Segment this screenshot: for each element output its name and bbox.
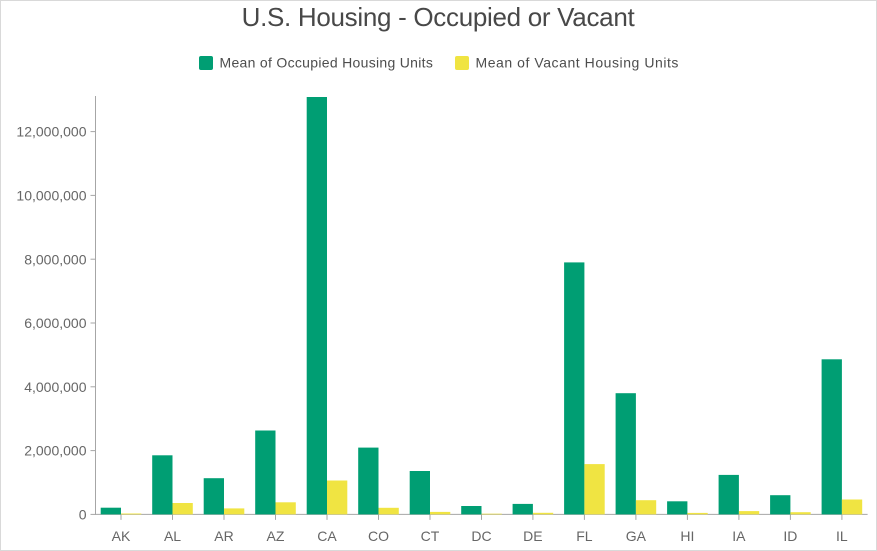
svg-text:CO: CO	[368, 528, 389, 544]
svg-text:GA: GA	[626, 528, 647, 544]
svg-text:HI: HI	[680, 528, 694, 544]
svg-text:U.S. Housing - Occupied or Vac: U.S. Housing - Occupied or Vacant	[242, 2, 636, 32]
svg-text:AZ: AZ	[267, 528, 285, 544]
svg-text:CT: CT	[421, 528, 440, 544]
svg-text:DE: DE	[523, 528, 542, 544]
svg-text:AK: AK	[112, 528, 131, 544]
svg-text:6,000,000: 6,000,000	[24, 315, 86, 331]
svg-text:AR: AR	[214, 528, 233, 544]
svg-text:IL: IL	[836, 528, 848, 544]
svg-text:ID: ID	[783, 528, 797, 544]
svg-text:FL: FL	[576, 528, 593, 544]
svg-text:CA: CA	[317, 528, 337, 544]
svg-text:10,000,000: 10,000,000	[16, 188, 86, 204]
svg-text:IA: IA	[732, 528, 746, 544]
svg-text:8,000,000: 8,000,000	[24, 251, 86, 267]
svg-text:Mean of Occupied Housing Units: Mean of Occupied Housing Units	[220, 55, 434, 71]
svg-text:DC: DC	[471, 528, 491, 544]
svg-text:Mean of Vacant Housing Units: Mean of Vacant Housing Units	[476, 55, 679, 71]
svg-text:2,000,000: 2,000,000	[24, 443, 86, 459]
svg-text:12,000,000: 12,000,000	[16, 124, 86, 140]
svg-text:4,000,000: 4,000,000	[24, 379, 86, 395]
svg-text:AL: AL	[164, 528, 181, 544]
svg-text:0: 0	[79, 507, 87, 523]
